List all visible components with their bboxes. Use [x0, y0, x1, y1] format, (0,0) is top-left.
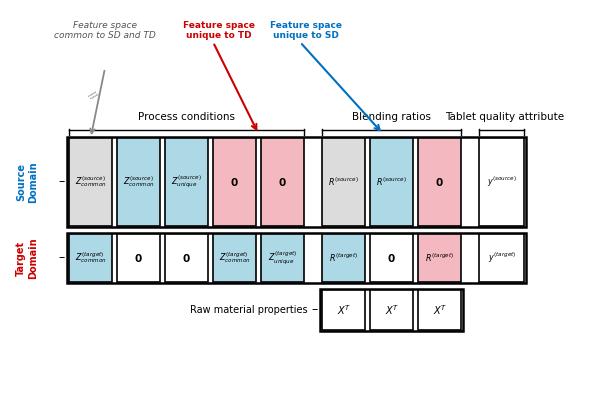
Text: $y^{(target)}$: $y^{(target)}$	[488, 251, 516, 265]
Bar	[67, 233, 526, 283]
Text: $Z_{common}^{(target)}$: $Z_{common}^{(target)}$	[75, 250, 106, 266]
Text: $X^T$: $X^T$	[385, 303, 399, 317]
Bar	[320, 289, 463, 331]
Bar	[370, 138, 413, 226]
Text: $X^T$: $X^T$	[433, 303, 447, 317]
Bar	[322, 234, 365, 282]
Text: –: –	[311, 304, 317, 316]
Text: //: //	[86, 89, 98, 101]
Text: $R^{(target)}$: $R^{(target)}$	[425, 252, 454, 264]
Text: Feature space
common to SD and TD: Feature space common to SD and TD	[54, 20, 156, 40]
Bar	[165, 234, 208, 282]
Text: $R^{(target)}$: $R^{(target)}$	[329, 252, 358, 264]
Text: $Z_{common}^{(target)}$: $Z_{common}^{(target)}$	[219, 250, 250, 266]
Bar	[479, 138, 524, 226]
Bar	[479, 234, 524, 282]
Text: $\mathbf{0}$: $\mathbf{0}$	[388, 252, 396, 264]
Text: Source
Domain: Source Domain	[16, 161, 38, 203]
Text: $X^T$: $X^T$	[337, 303, 351, 317]
Text: $Z_{common}^{(source)}$: $Z_{common}^{(source)}$	[123, 174, 154, 190]
Text: $\mathbf{0}$: $\mathbf{0}$	[278, 176, 287, 188]
Text: $Z_{unique}^{(source)}$: $Z_{unique}^{(source)}$	[171, 174, 202, 190]
Text: Feature space
unique to TD: Feature space unique to TD	[183, 20, 255, 40]
Text: $\mathbf{0}$: $\mathbf{0}$	[230, 176, 239, 188]
Text: –: –	[58, 252, 64, 264]
Text: Raw material properties: Raw material properties	[190, 305, 307, 315]
Text: $\mathbf{0}$: $\mathbf{0}$	[134, 252, 143, 264]
Text: $R^{(source)}$: $R^{(source)}$	[376, 176, 407, 188]
Text: $R^{(source)}$: $R^{(source)}$	[328, 176, 359, 188]
Bar	[418, 138, 461, 226]
Bar	[370, 234, 413, 282]
Bar	[213, 234, 256, 282]
Bar	[261, 234, 304, 282]
Bar	[322, 290, 365, 330]
Text: Blending ratios: Blending ratios	[352, 112, 431, 122]
Text: Process conditions: Process conditions	[138, 112, 235, 122]
Text: –: –	[58, 176, 64, 188]
Bar	[67, 137, 526, 227]
Text: Tablet quality attribute: Tablet quality attribute	[445, 112, 565, 122]
Text: $y^{(source)}$: $y^{(source)}$	[487, 175, 517, 189]
Text: $Z_{unique}^{(target)}$: $Z_{unique}^{(target)}$	[268, 250, 297, 266]
Text: Feature space
unique to SD: Feature space unique to SD	[270, 20, 342, 40]
Bar	[213, 138, 256, 226]
Text: $Z_{common}^{(source)}$: $Z_{common}^{(source)}$	[75, 174, 106, 190]
Text: Target
Domain: Target Domain	[16, 237, 38, 279]
Bar	[322, 138, 365, 226]
Text: $\mathbf{0}$: $\mathbf{0}$	[436, 176, 444, 188]
Bar	[165, 138, 208, 226]
Bar	[117, 234, 160, 282]
Bar	[370, 290, 413, 330]
Bar	[69, 234, 112, 282]
Bar	[418, 290, 461, 330]
Text: $\mathbf{0}$: $\mathbf{0}$	[182, 252, 191, 264]
Bar	[418, 234, 461, 282]
Bar	[69, 138, 112, 226]
Bar	[261, 138, 304, 226]
Bar	[117, 138, 160, 226]
